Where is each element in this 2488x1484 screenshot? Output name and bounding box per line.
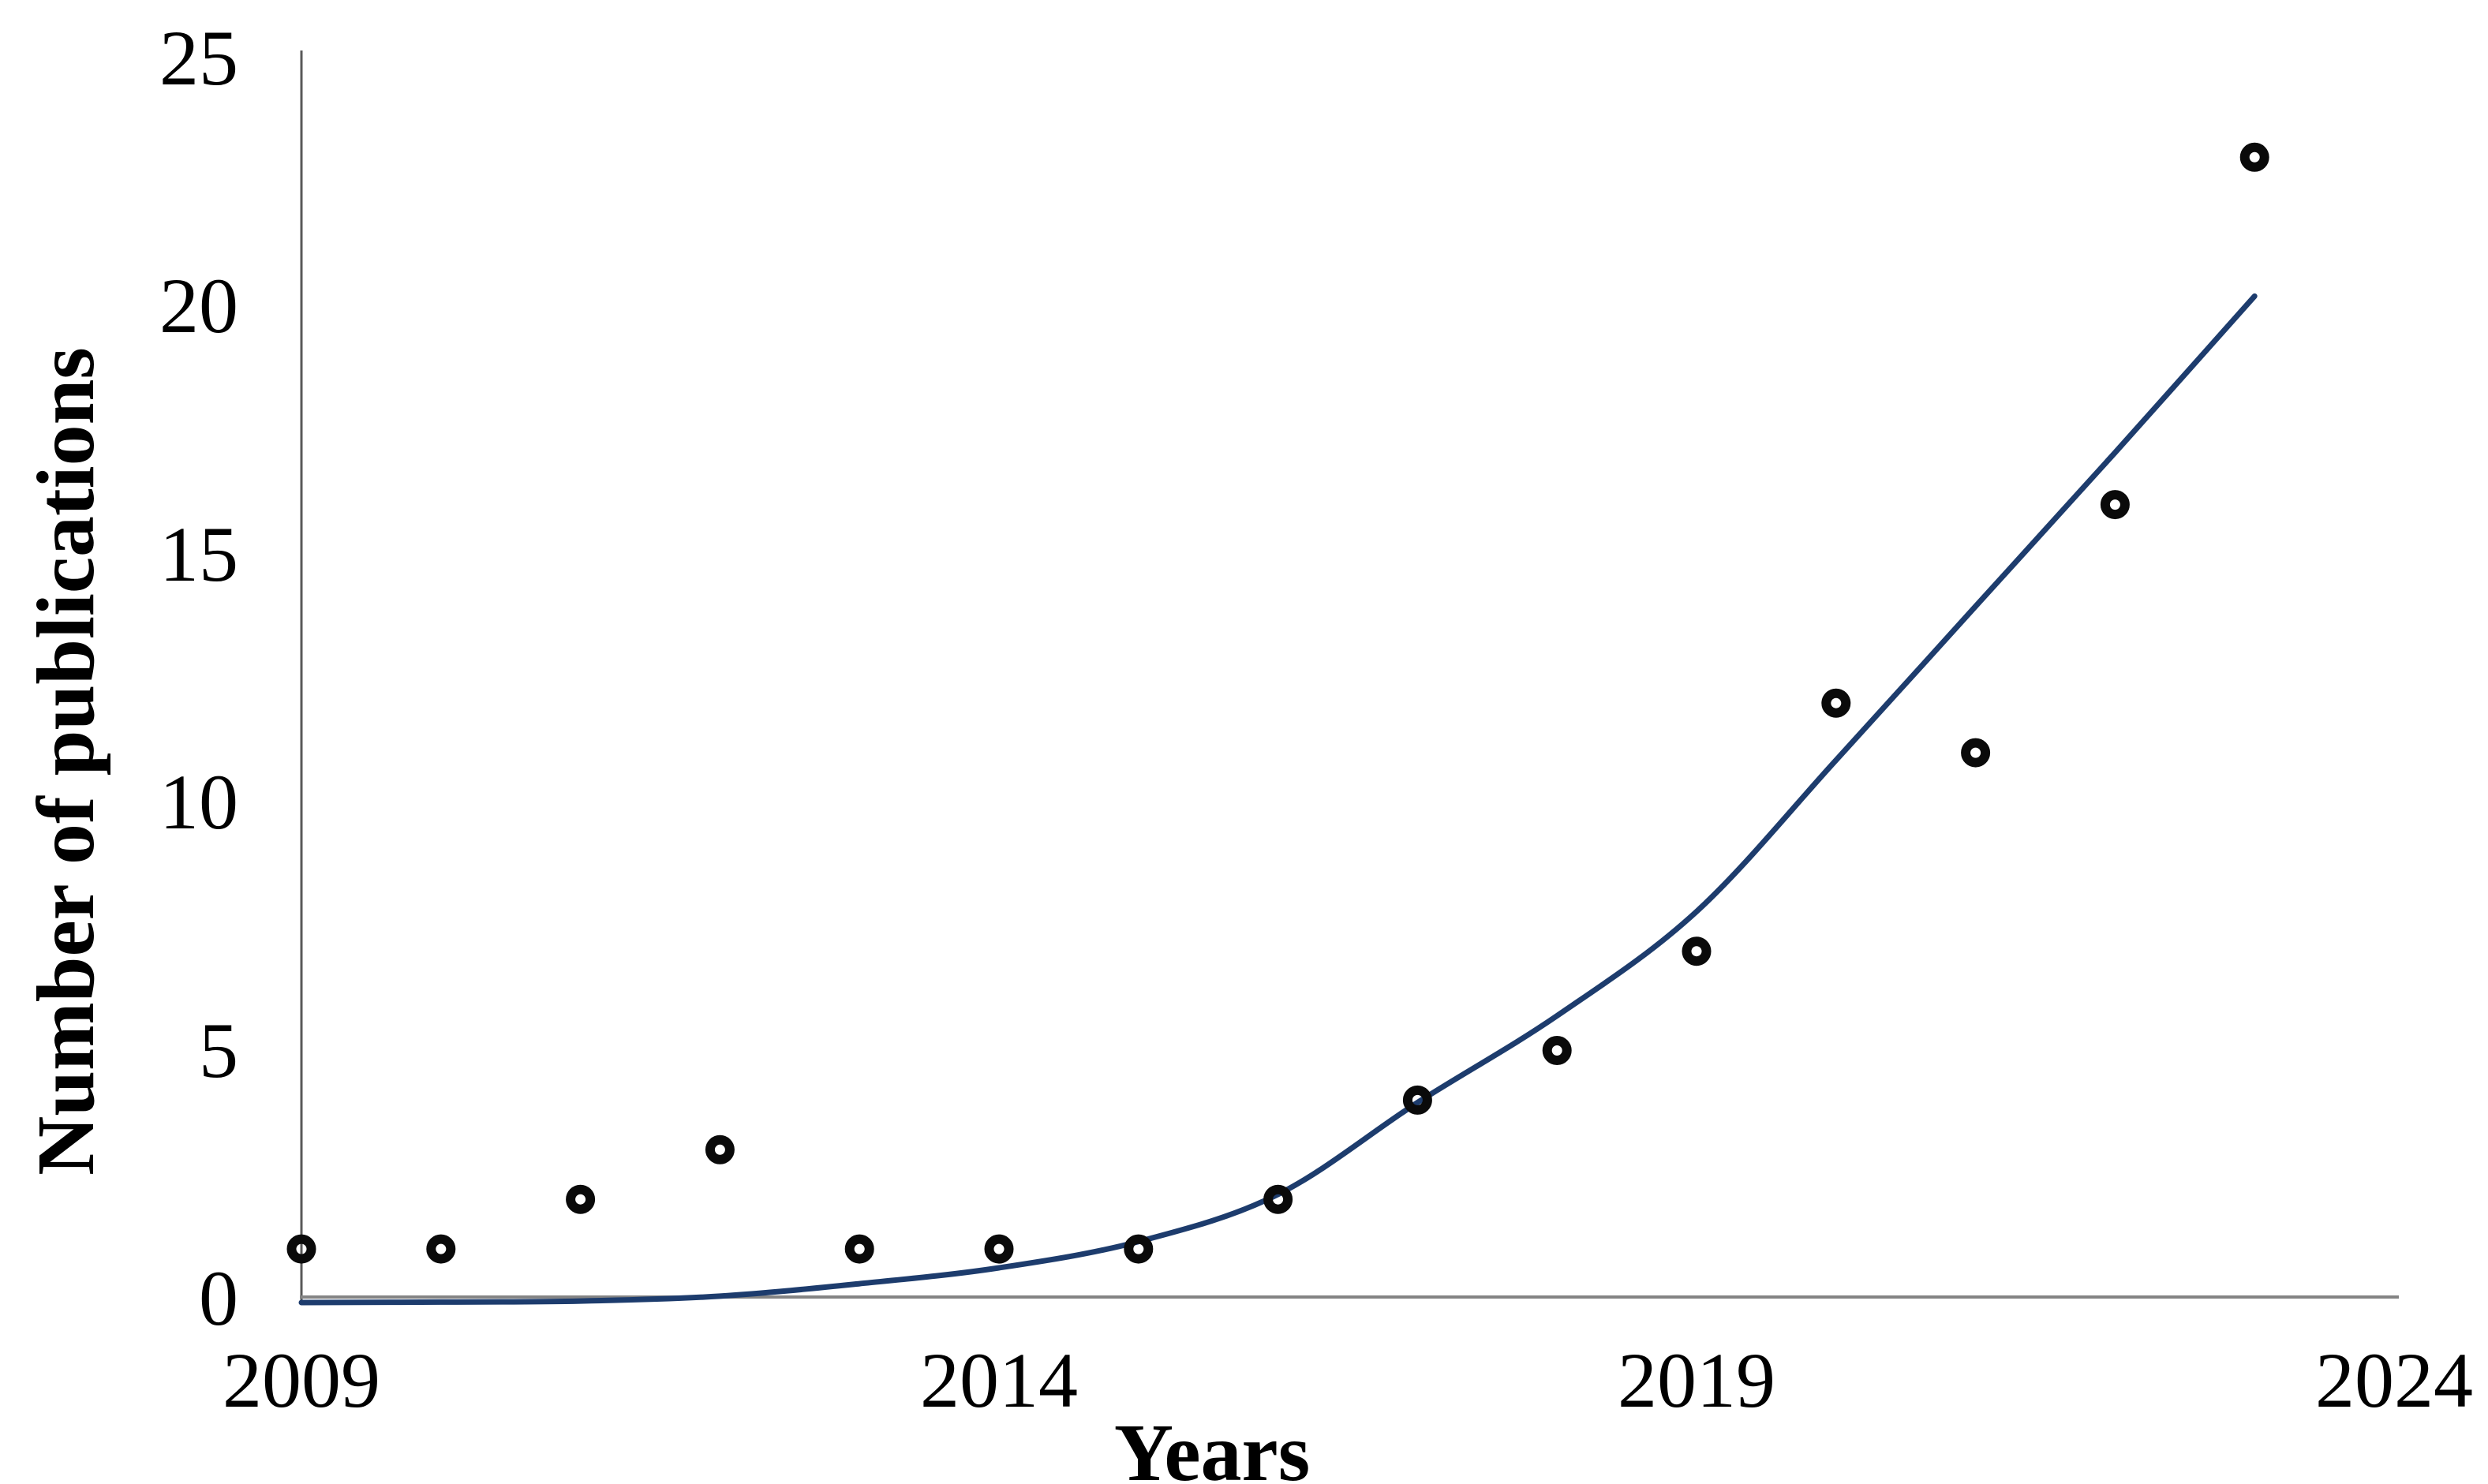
scatter-point	[1263, 1184, 1293, 1214]
trend-line-layer	[298, 293, 2258, 1306]
y-tick-label: 20	[159, 262, 238, 350]
scatter-point	[705, 1134, 735, 1164]
y-tick-label: 15	[159, 510, 238, 598]
scatter-point	[1961, 738, 1991, 768]
x-tick-label: 2019	[1618, 1336, 1775, 1424]
scatter-point	[2239, 142, 2269, 172]
y-tick-label: 10	[159, 758, 238, 846]
scatter-points-layer	[286, 142, 2269, 1264]
x-axis-title: Years	[1113, 1407, 1311, 1484]
scatter-point	[286, 1234, 316, 1264]
y-axis-title: Number of publications	[21, 347, 111, 1176]
scatter-point	[1124, 1234, 1154, 1264]
trend-line-path	[298, 293, 2258, 1306]
x-tick-label: 2014	[920, 1336, 1078, 1424]
axes-layer	[300, 50, 2399, 1300]
scatter-point	[2100, 490, 2130, 520]
y-tick-label: 25	[159, 13, 238, 102]
x-tick-label: 2024	[2315, 1336, 2473, 1424]
scatter-point	[1402, 1085, 1432, 1115]
scatter-point	[426, 1234, 456, 1264]
y-tick-label: 5	[199, 1006, 238, 1094]
scatter-point	[566, 1184, 596, 1214]
scatter-point	[1821, 688, 1851, 718]
scatter-point	[984, 1234, 1014, 1264]
y-tick-label: 0	[199, 1254, 238, 1342]
scatter-point	[1542, 1036, 1572, 1065]
scatter-point	[844, 1234, 874, 1264]
scatter-point	[1682, 936, 1712, 966]
x-tick-label: 2009	[223, 1336, 380, 1424]
